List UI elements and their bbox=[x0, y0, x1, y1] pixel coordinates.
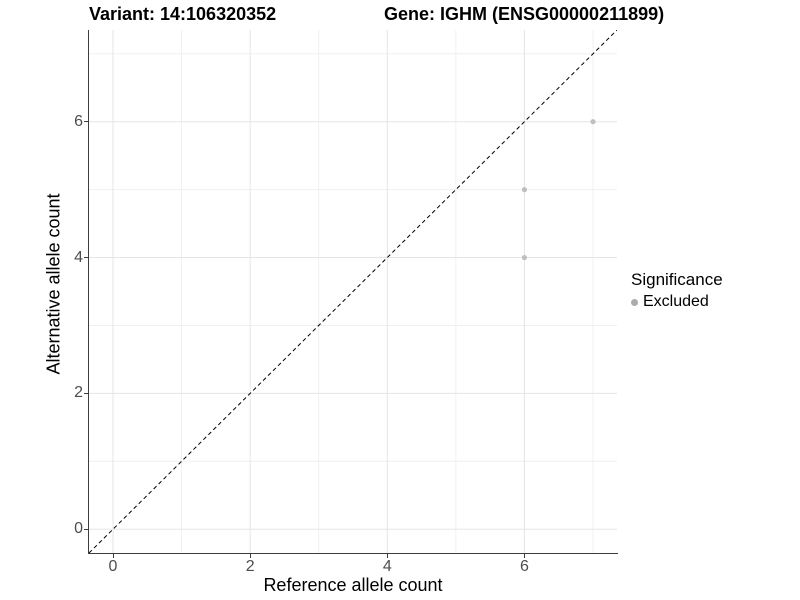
x-axis-title: Reference allele count bbox=[263, 575, 443, 595]
x-tick-label: 0 bbox=[108, 558, 118, 575]
plot-area-svg bbox=[89, 30, 617, 553]
plot-title-gene: Gene: IGHM (ENSG00000211899) bbox=[384, 4, 665, 24]
y-axis-title: Alternative allele count bbox=[43, 193, 64, 375]
x-tick-label: 4 bbox=[382, 558, 392, 575]
x-tick-mark bbox=[386, 554, 388, 558]
plot-panel bbox=[89, 30, 617, 553]
legend-entry-label: Excluded bbox=[643, 293, 709, 310]
legend-key-dot-icon bbox=[631, 298, 638, 306]
identity-line bbox=[89, 30, 617, 553]
y-tick-label: 0 bbox=[74, 520, 83, 538]
data-point bbox=[521, 254, 528, 261]
x-tick-mark bbox=[523, 554, 525, 558]
plot-title-variant: Variant: 14:106320352 bbox=[89, 4, 277, 24]
y-tick-label: 2 bbox=[74, 384, 83, 402]
legend-title: Significance bbox=[631, 270, 723, 289]
y-tick-label: 4 bbox=[74, 248, 83, 266]
x-tick-label: 6 bbox=[519, 558, 529, 575]
y-tick-mark bbox=[84, 528, 88, 530]
legend: Significance Excluded bbox=[631, 270, 723, 311]
y-tick-mark bbox=[84, 392, 88, 394]
x-tick-mark bbox=[249, 554, 251, 558]
y-tick-label: 6 bbox=[74, 112, 83, 130]
y-tick-mark bbox=[84, 257, 88, 259]
data-point bbox=[521, 187, 528, 193]
x-axis-line bbox=[88, 553, 618, 554]
legend-entry: Excluded bbox=[631, 293, 723, 311]
y-axis-line bbox=[88, 30, 89, 554]
x-tick-mark bbox=[112, 554, 114, 558]
data-point bbox=[590, 119, 596, 125]
y-tick-mark bbox=[84, 121, 88, 123]
x-tick-label: 2 bbox=[245, 558, 255, 575]
